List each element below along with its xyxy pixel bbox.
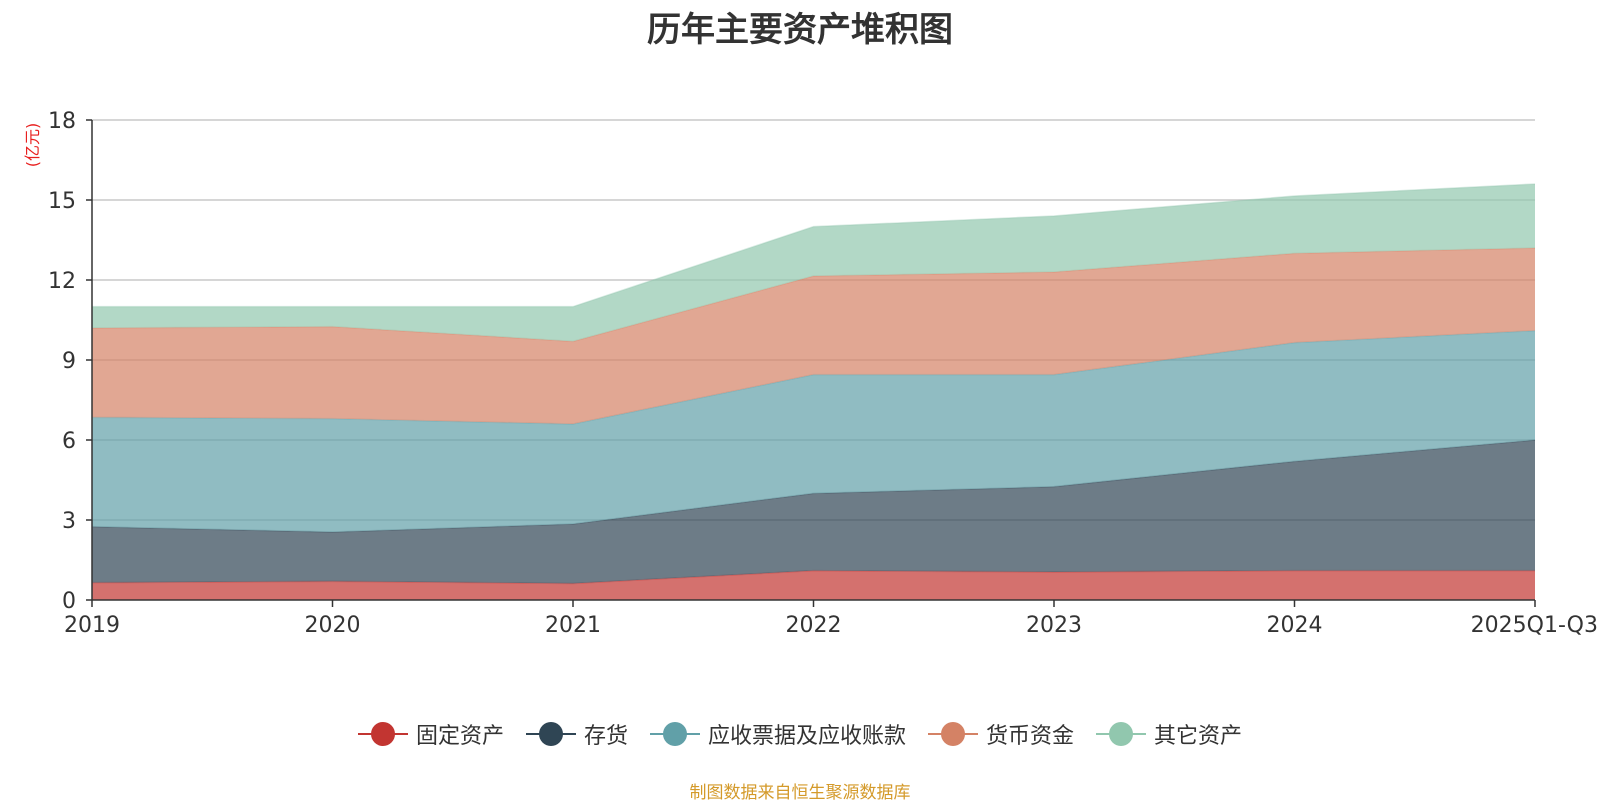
- chart-title: 历年主要资产堆积图: [647, 10, 953, 50]
- y-tick-label: 9: [62, 349, 76, 374]
- y-tick-label: 18: [48, 109, 76, 134]
- chart-area: 0 3 6 9 12 15 18 2019 2020 2021 2022 2023 2024 2025Q1…: [23, 109, 1598, 638]
- x-tick-label: 2020: [305, 613, 361, 638]
- axes: 0 3 6 9 12 15 18 2019 2020 2021 2022 2023 2024 2025Q1…: [48, 109, 1598, 638]
- x-tick-label: 2025Q1-Q3: [1471, 613, 1598, 638]
- y-tick-label: 15: [48, 189, 76, 214]
- legend-label: 固定资产: [415, 724, 504, 749]
- legend-dot-icon: [370, 722, 395, 746]
- legend-dot-icon: [538, 722, 563, 746]
- legend-item-5[interactable]: 其它资产: [1096, 718, 1242, 750]
- legend-marker-icon: [357, 722, 408, 746]
- x-tick-label: 2019: [64, 613, 120, 638]
- x-tick-label: 2021: [545, 613, 601, 638]
- legend-marker-icon: [1096, 722, 1147, 746]
- legend-dot-icon: [662, 722, 687, 746]
- legend-item-2[interactable]: 存货: [525, 718, 628, 750]
- area-series-5-edge: [92, 183, 1536, 308]
- y-tick-label: 6: [62, 429, 76, 454]
- area-series-1[interactable]: [92, 570, 1535, 600]
- y-axis-unit-label: (亿元): [23, 123, 42, 168]
- legend-item-1[interactable]: 固定资产: [357, 718, 504, 750]
- legend-marker-icon: [928, 722, 978, 746]
- area-series-5[interactable]: [92, 184, 1535, 342]
- y-tick-label: 3: [62, 509, 76, 534]
- legend-dot-icon: [941, 722, 965, 746]
- legend-item-3[interactable]: 应收票据及应收账款: [649, 718, 906, 750]
- x-tick-label: 2022: [786, 613, 842, 638]
- y-tick-label: 12: [48, 269, 76, 294]
- legend-label: 货币资金: [986, 724, 1075, 749]
- legend-label: 存货: [583, 724, 628, 749]
- area-series-3-edge: [91, 329, 1536, 425]
- legend: 固定资产 存货 应收票据及应收账款 货币资金 其它资产: [0, 718, 1600, 750]
- area-series-4[interactable]: [92, 248, 1535, 424]
- legend-marker-icon: [525, 722, 576, 746]
- x-tick-label: 2023: [1026, 613, 1082, 638]
- legend-label: 应收票据及应收账款: [707, 724, 906, 749]
- legend-item-4[interactable]: 货币资金: [928, 718, 1074, 750]
- x-tick-label: 2024: [1267, 613, 1323, 638]
- legend-dot-icon: [1109, 722, 1134, 746]
- legend-label: 其它资产: [1154, 724, 1243, 749]
- legend-marker-icon: [649, 722, 700, 746]
- y-tick-label: 0: [62, 589, 76, 614]
- area-series-2[interactable]: [92, 440, 1535, 584]
- area-series-3[interactable]: [92, 330, 1535, 532]
- series-areas: [91, 183, 1536, 600]
- source-note: 制图数据来自恒生聚源数据库: [689, 783, 911, 803]
